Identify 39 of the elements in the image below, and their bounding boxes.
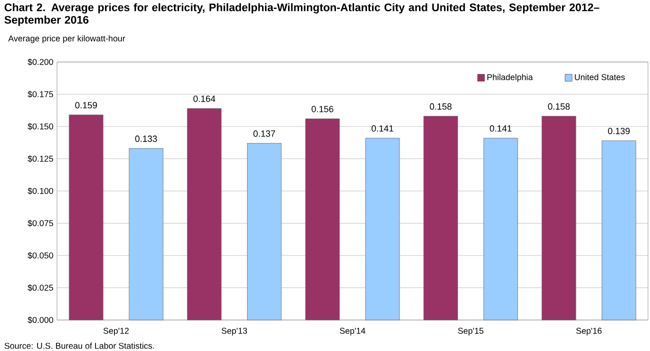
bar [305, 118, 340, 320]
data-label: 0.158 [430, 103, 452, 110]
data-label: 0.133 [135, 136, 157, 142]
x-tick-label: Sep'13 [222, 328, 247, 336]
x-tick-label: Sep'16 [576, 328, 602, 336]
y-tick-label: $0.125 [28, 155, 54, 162]
legend-label: Philadelphia [487, 74, 533, 82]
y-tick-label: $0.000 [28, 316, 54, 324]
bar [484, 138, 518, 320]
y-axis-title: Average price per kilowatt-hour [8, 35, 126, 44]
y-tick-label: $0.025 [28, 284, 54, 292]
data-label: 0.141 [490, 125, 512, 132]
source-note: Source: U.S. Bureau of Labor Statistics. [4, 342, 154, 349]
y-tick-label: $0.150 [28, 123, 54, 130]
x-tick-label: Sep'15 [458, 328, 484, 336]
bar [602, 140, 636, 320]
data-label: 0.139 [608, 128, 630, 134]
y-tick-label: $0.175 [28, 90, 54, 98]
x-tick-label: Sep'14 [340, 328, 366, 336]
y-tick-label: $0.075 [28, 220, 54, 227]
chart-title: Chart 2. Average prices for electricity, Philadelphia-Wilmington-Atlantic City and United States, September 2012–September 2016 [4, 3, 600, 26]
data-label: 0.137 [253, 130, 276, 137]
data-label: 0.164 [193, 96, 216, 102]
data-label: 0.158 [548, 103, 570, 110]
x-tick-label: Sep'12 [103, 328, 129, 336]
data-label: 0.141 [372, 125, 394, 132]
data-label: 0.159 [75, 102, 97, 108]
bar [542, 116, 576, 320]
data-label: 0.156 [312, 106, 334, 112]
y-tick-label: $0.050 [28, 252, 54, 259]
y-tick-label: $0.100 [28, 188, 54, 194]
bar [365, 138, 400, 320]
bar [128, 148, 164, 320]
bar [247, 143, 282, 320]
bar [68, 114, 104, 320]
legend-label: United States [574, 74, 625, 80]
y-tick-label: $0.200 [28, 58, 54, 66]
bar [424, 116, 458, 320]
bar [187, 108, 222, 320]
